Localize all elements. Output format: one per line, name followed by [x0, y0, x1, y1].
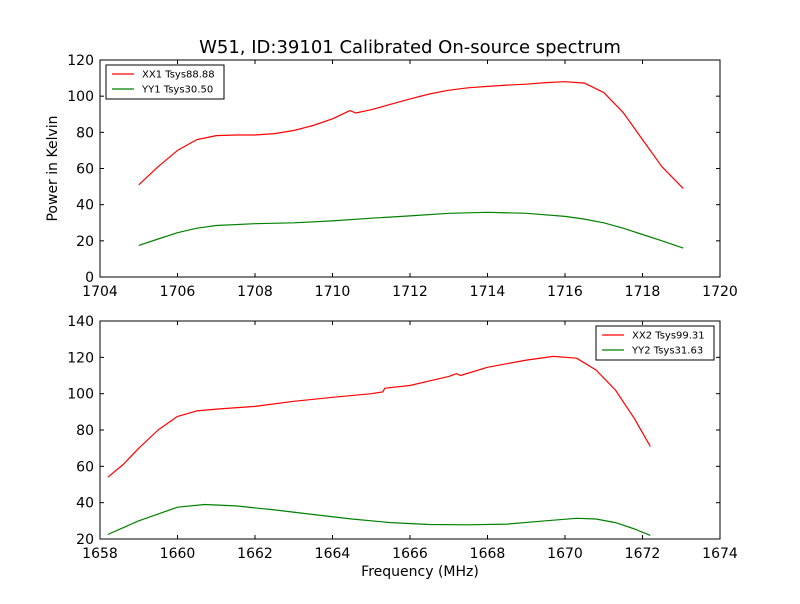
legend-entry-label: XX1 Tsys88.88: [142, 70, 215, 81]
legend-box: [595, 325, 715, 361]
x-tick-label: 1666: [392, 546, 428, 562]
x-tick-label: 1704: [82, 284, 118, 300]
x-tick-label: 1662: [237, 546, 273, 562]
series-line-2-1: [107, 355, 651, 478]
x-tick-label: 1710: [315, 284, 351, 300]
y-axis-label: Power in Kelvin: [45, 115, 61, 221]
legend-entry-label: XX2 Tsys99.31: [632, 331, 705, 342]
x-tick-label: 1664: [315, 546, 351, 562]
x-axis-label: Frequency (MHz): [361, 564, 479, 580]
legend-entry-label: YY1 Tsys30.50: [141, 85, 213, 96]
legend: XX1 Tsys88.88 YY1 Tsys30.50: [105, 64, 225, 100]
legend: XX2 Tsys99.31 YY2 Tsys31.63: [595, 325, 715, 361]
y-tick-label: 120: [67, 53, 94, 69]
y-tick-label: 40: [76, 496, 94, 512]
series-line-1-2: [138, 211, 684, 249]
x-tick-label: 1712: [392, 284, 428, 300]
y-tick-label: 80: [76, 423, 94, 439]
chart-title: W51, ID:39101 Calibrated On-source spect…: [199, 37, 621, 58]
x-tick-label: 1668: [470, 546, 506, 562]
legend-box: [105, 64, 225, 100]
y-tick-label: 20: [76, 532, 94, 548]
y-tick-label: 100: [67, 387, 94, 403]
series-line-1-1: [138, 81, 684, 189]
x-tick-label: 1674: [702, 546, 738, 562]
y-tick-label: 0: [85, 270, 94, 286]
x-tick-label: 1716: [547, 284, 583, 300]
x-tick-label: 1672: [625, 546, 661, 562]
y-tick-label: 20: [76, 234, 94, 250]
x-tick-label: 1658: [82, 546, 118, 562]
x-tick-label: 1706: [160, 284, 196, 300]
y-tick-label: 100: [67, 89, 94, 105]
y-tick-label: 60: [76, 162, 94, 178]
bottom-panel: 1658 1660 1662 1664 1666 1668 1670 1672 1674 20 40…: [67, 314, 738, 580]
y-tick-label: 80: [76, 125, 94, 141]
x-tick-label: 1660: [160, 546, 196, 562]
x-tick-label: 1718: [625, 284, 661, 300]
y-tick-label: 140: [67, 314, 94, 330]
x-tick-label: 1720: [702, 284, 738, 300]
x-tick-label: 1670: [547, 546, 583, 562]
y-tick-label: 40: [76, 198, 94, 214]
x-tick-label: 1714: [470, 284, 506, 300]
y-tick-label: 120: [67, 350, 94, 366]
top-panel: 1704 1706 1708 1710 1712 1714 1716 1718 1720 0 20 4…: [45, 53, 738, 300]
y-tick-label: 60: [76, 459, 94, 475]
series-line-2-2: [107, 503, 651, 536]
x-tick-label: 1708: [237, 284, 273, 300]
legend-entry-label: YY2 Tsys31.63: [631, 346, 703, 357]
